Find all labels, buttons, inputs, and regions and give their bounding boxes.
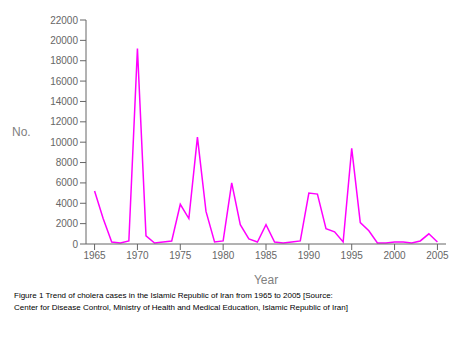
svg-text:Year: Year bbox=[254, 273, 278, 287]
svg-text:0: 0 bbox=[72, 239, 78, 250]
svg-text:6000: 6000 bbox=[56, 177, 79, 188]
svg-text:22000: 22000 bbox=[50, 15, 78, 26]
html-text:Figure 1 Trend of cholera case: Figure 1 Trend of cholera cases in the I… bbox=[14, 291, 333, 300]
svg-text:20000: 20000 bbox=[50, 35, 78, 46]
svg-text:12000: 12000 bbox=[50, 116, 78, 127]
svg-text:2005: 2005 bbox=[426, 250, 449, 261]
svg-text:1970: 1970 bbox=[126, 250, 149, 261]
svg-text:1995: 1995 bbox=[341, 250, 364, 261]
svg-text:10000: 10000 bbox=[50, 137, 78, 148]
svg-text:2000: 2000 bbox=[383, 250, 406, 261]
svg-text:No.: No. bbox=[12, 125, 31, 139]
svg-text:1980: 1980 bbox=[212, 250, 235, 261]
svg-text:16000: 16000 bbox=[50, 76, 78, 87]
html-text:Center for Disease Control, Mi: Center for Disease Control, Ministry of … bbox=[14, 303, 348, 312]
svg-text:2000: 2000 bbox=[56, 218, 79, 229]
svg-text:14000: 14000 bbox=[50, 96, 78, 107]
svg-text:1975: 1975 bbox=[169, 250, 192, 261]
svg-text:18000: 18000 bbox=[50, 55, 78, 66]
svg-text:4000: 4000 bbox=[56, 198, 79, 209]
svg-text:1985: 1985 bbox=[255, 250, 278, 261]
svg-text:1990: 1990 bbox=[298, 250, 321, 261]
svg-text:1965: 1965 bbox=[83, 250, 106, 261]
svg-text:8000: 8000 bbox=[56, 157, 79, 168]
